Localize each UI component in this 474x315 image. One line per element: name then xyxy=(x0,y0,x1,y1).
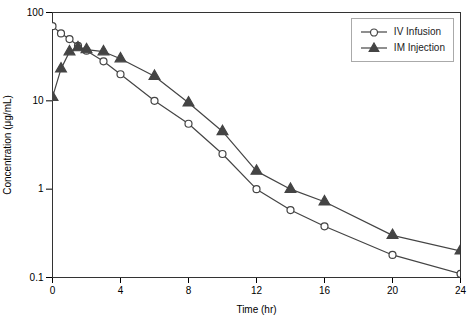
svg-text:0: 0 xyxy=(50,285,56,296)
svg-text:20: 20 xyxy=(387,285,399,296)
html-text:IV Infusion: IV Infusion xyxy=(393,26,442,37)
svg-text:Time (hr): Time (hr) xyxy=(236,304,276,315)
svg-text:16: 16 xyxy=(319,285,331,296)
svg-text:0.1: 0.1 xyxy=(30,272,44,283)
svg-text:12: 12 xyxy=(251,285,263,296)
svg-text:100: 100 xyxy=(27,7,44,18)
svg-text:24: 24 xyxy=(455,285,467,296)
svg-text:Concentration (μg/mL): Concentration (μg/mL) xyxy=(2,95,13,195)
svg-text:4: 4 xyxy=(118,285,124,296)
svg-text:1: 1 xyxy=(38,183,44,194)
html-text:IM Injection: IM Injection xyxy=(393,42,445,53)
svg-text:10: 10 xyxy=(32,95,44,106)
svg-text:8: 8 xyxy=(186,285,192,296)
